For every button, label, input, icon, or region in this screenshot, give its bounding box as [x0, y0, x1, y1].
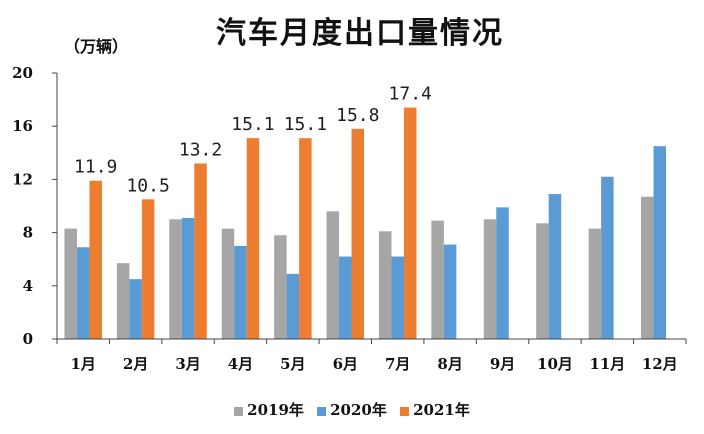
bar-2019年-4月 [221, 228, 235, 339]
bar-2020年-12月 [653, 146, 667, 339]
y-tick-label: 16 [12, 117, 33, 135]
bar-2019年-10月 [536, 223, 549, 339]
bar-2020年-7月 [391, 256, 404, 339]
chart-title: 汽车月度出口量情况 [216, 16, 504, 51]
data-label-1月: 11.9 [74, 157, 117, 178]
y-tick-label: 20 [12, 64, 33, 82]
bar-2021年-2月 [141, 199, 155, 339]
legend-label-2020: 2020年 [330, 401, 387, 419]
bar-2021年-3月 [194, 163, 207, 339]
bar-2019年-5月 [274, 235, 287, 339]
legend-swatch-2020 [317, 406, 327, 416]
bar-2019年-1月 [64, 228, 77, 339]
bar-2020年-10月 [548, 194, 562, 339]
unit-label: （万辆） [64, 37, 129, 56]
legend-label-2019: 2019年 [247, 401, 304, 419]
x-tick-label-5月: 5月 [280, 355, 305, 373]
y-tick-label: 12 [12, 170, 33, 188]
x-tick-label-3月: 3月 [175, 355, 200, 373]
x-tick-label-6月: 6月 [333, 355, 358, 373]
legend-swatch-2021 [400, 406, 410, 416]
bar-2020年-1月 [76, 247, 90, 339]
legend-label-2021: 2021年 [413, 401, 470, 419]
bar-2019年-2月 [116, 263, 130, 339]
bar-2021年-1月 [89, 180, 102, 339]
x-tick-label-10月: 10月 [537, 355, 573, 373]
bar-2020年-3月 [181, 217, 195, 339]
data-label-7月: 17.4 [389, 84, 432, 105]
bar-2020年-11月 [601, 176, 614, 339]
bar-2020年-4月 [234, 245, 247, 339]
x-tick-label-4月: 4月 [228, 355, 253, 373]
bar-2021年-4月 [246, 138, 260, 339]
data-label-4月: 15.1 [231, 114, 274, 135]
legend-item-2020: 2020年 [317, 399, 387, 420]
bar-2019年-7月 [378, 231, 392, 339]
bar-2019年-6月 [326, 211, 340, 339]
bar-2021年-5月 [299, 138, 312, 339]
bar-2019年-3月 [169, 219, 182, 339]
bar-2019年-11月 [588, 228, 602, 339]
bar-2020年-9月 [496, 207, 509, 339]
data-label-2月: 10.5 [126, 175, 169, 196]
x-tick-label-7月: 7月 [385, 355, 410, 373]
legend: 2019年 2020年 2021年 [0, 399, 704, 420]
bar-2019年-12月 [641, 196, 654, 339]
bar-2019年-8月 [431, 220, 444, 339]
legend-item-2021: 2021年 [400, 399, 470, 420]
y-tick-label: 0 [23, 330, 33, 348]
legend-swatch-2019 [234, 406, 244, 416]
bar-2020年-5月 [286, 273, 300, 339]
data-label-5月: 15.1 [284, 114, 327, 135]
y-tick-label: 4 [23, 277, 33, 295]
data-label-6月: 15.8 [336, 105, 379, 126]
bar-2020年-2月 [129, 279, 142, 339]
bar-2021年-6月 [351, 128, 365, 339]
bar-2020年-6月 [339, 256, 352, 339]
y-tick-label: 8 [23, 224, 33, 242]
x-tick-label-8月: 8月 [437, 355, 462, 373]
bar-2021年-7月 [403, 107, 417, 339]
data-label-3月: 13.2 [179, 139, 222, 160]
x-tick-label-9月: 9月 [490, 355, 515, 373]
x-tick-label-12月: 12月 [642, 355, 678, 373]
bar-2020年-8月 [443, 244, 457, 339]
legend-item-2019: 2019年 [234, 399, 304, 420]
bar-2019年-9月 [483, 219, 497, 339]
x-tick-label-2月: 2月 [123, 355, 148, 373]
x-tick-label-11月: 11月 [589, 355, 625, 373]
x-tick-label-1月: 1月 [70, 355, 95, 373]
